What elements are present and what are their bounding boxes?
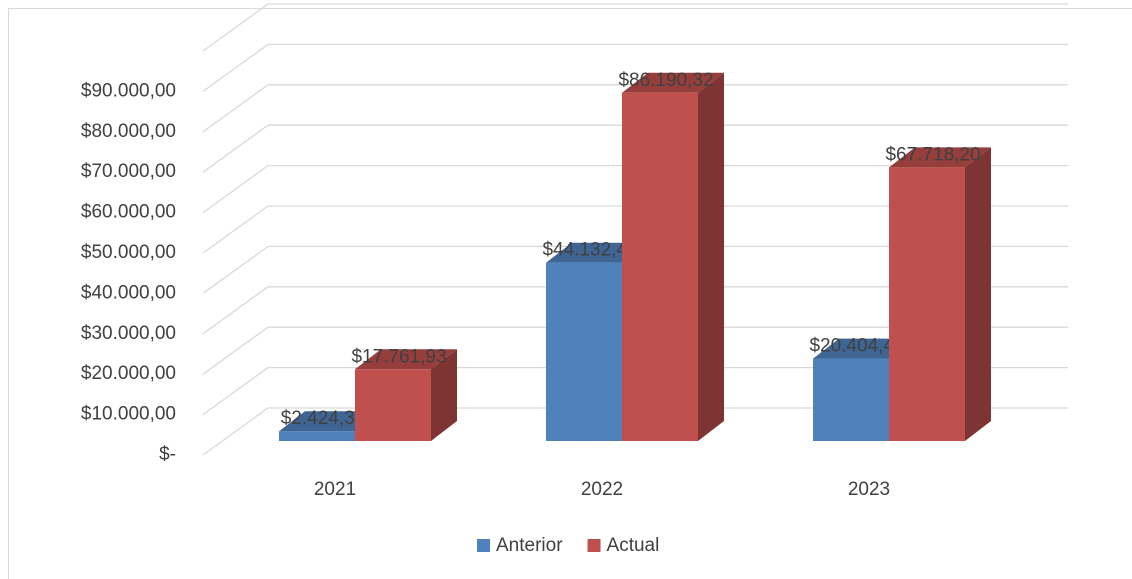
bar-side — [431, 349, 457, 441]
legend-label: Actual — [607, 535, 660, 556]
grid-line — [202, 286, 1068, 335]
bar — [355, 349, 457, 441]
legend-swatch — [477, 539, 490, 552]
bar — [622, 72, 724, 441]
bar-top — [355, 349, 457, 370]
y-tick-label: $80.000,00 — [81, 121, 176, 142]
bar-side — [698, 72, 724, 441]
data-label: $2.424,36 — [281, 408, 366, 429]
grid-line — [202, 245, 1068, 294]
bar-front — [546, 262, 622, 441]
y-tick-label: $70.000,00 — [81, 161, 176, 182]
data-label: $44.132,45 — [542, 240, 637, 261]
grid-line — [202, 205, 1068, 254]
y-tick-label: $40.000,00 — [81, 282, 176, 303]
y-tick-label: $30.000,00 — [81, 323, 176, 344]
bar-front — [889, 167, 965, 442]
grid-line — [202, 407, 1068, 456]
data-label: $17.761,93 — [351, 346, 446, 367]
y-tick-label: $60.000,00 — [81, 202, 176, 223]
data-label: $67.718,20 — [885, 144, 980, 165]
grid-line — [202, 124, 1068, 173]
grid-line — [202, 326, 1068, 375]
y-tick-label: $50.000,00 — [81, 242, 176, 263]
y-tick-label: $90.000,00 — [81, 80, 176, 101]
bar-front — [622, 92, 698, 441]
bar-side — [965, 147, 991, 442]
bar-top — [622, 72, 724, 93]
grid-line — [202, 43, 1068, 92]
grid-line — [202, 84, 1068, 133]
data-label: $20.404,49 — [809, 336, 904, 357]
chart-border — [8, 8, 1132, 579]
y-tick-label: $20.000,00 — [81, 363, 176, 384]
bar-front — [813, 358, 889, 441]
bar-front — [355, 369, 431, 441]
bar — [889, 147, 991, 442]
grid-line — [202, 366, 1068, 416]
y-tick-label: $10.000,00 — [81, 404, 176, 425]
grid-line — [202, 164, 1068, 214]
bar-front — [279, 431, 355, 441]
x-tick-label: 2021 — [314, 479, 356, 500]
data-label: $86.190,32 — [618, 70, 713, 91]
grid-line — [202, 3, 1068, 52]
x-tick-label: 2022 — [581, 479, 623, 500]
x-tick-label: 2023 — [848, 479, 890, 500]
bar-top — [889, 147, 991, 168]
legend-swatch — [587, 539, 601, 552]
y-tick-label: $- — [159, 444, 176, 465]
legend-label: Anterior — [496, 535, 563, 556]
